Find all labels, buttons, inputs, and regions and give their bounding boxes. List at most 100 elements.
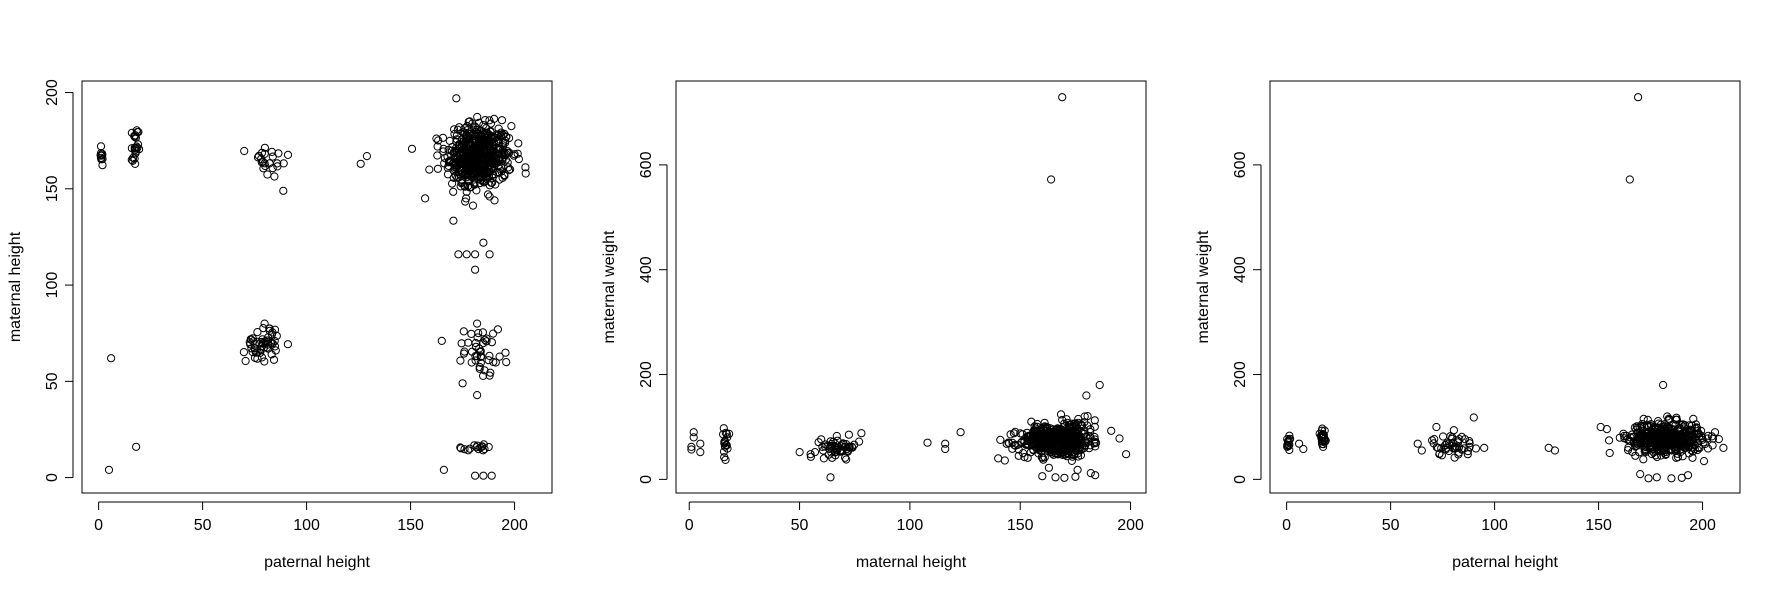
data-point	[459, 327, 468, 336]
data-point	[487, 338, 496, 347]
data-point	[1672, 415, 1682, 424]
data-point	[956, 428, 965, 437]
data-point	[1633, 423, 1642, 432]
data-point	[473, 391, 482, 400]
data-point	[720, 436, 730, 445]
data-point	[1318, 432, 1327, 441]
data-point	[258, 157, 267, 166]
data-point	[1654, 446, 1663, 455]
data-point	[473, 333, 482, 342]
data-point	[497, 116, 507, 125]
x-axis-label: paternal height	[264, 554, 370, 571]
data-point	[495, 352, 504, 361]
data-point	[471, 265, 480, 274]
data-point	[1693, 430, 1703, 439]
chart-panel-3: 0 50 100 150 200 paternal height 0 200 400 600 mat…	[1195, 80, 1741, 571]
data-point	[1666, 444, 1676, 454]
data-point	[844, 430, 854, 439]
data-point	[462, 250, 471, 259]
data-point	[449, 149, 458, 158]
data-point	[1642, 428, 1651, 437]
data-point	[1064, 420, 1073, 429]
data-point	[1471, 444, 1481, 453]
data-point	[135, 145, 144, 154]
data-point	[1678, 438, 1687, 447]
points-layer	[1283, 93, 1728, 483]
data-point	[1011, 441, 1020, 450]
data-point	[268, 328, 277, 337]
data-point	[1632, 422, 1641, 431]
data-point	[1719, 443, 1728, 452]
data-point	[1699, 457, 1709, 466]
data-point	[463, 121, 472, 131]
data-point	[459, 349, 469, 358]
data-point	[1063, 438, 1072, 448]
data-point	[1699, 438, 1708, 447]
data-point	[1054, 440, 1064, 450]
data-point	[1049, 450, 1058, 459]
data-point	[98, 161, 107, 170]
data-point	[131, 144, 140, 153]
data-point	[475, 344, 484, 353]
data-point	[1115, 434, 1124, 443]
data-point	[96, 142, 106, 151]
data-point	[1469, 413, 1478, 422]
data-point	[456, 154, 465, 163]
y-axis-label: maternal weight	[601, 230, 618, 344]
data-point	[283, 340, 292, 349]
data-point	[1006, 430, 1015, 439]
data-point	[1026, 448, 1035, 457]
y-tick-label: 50	[44, 372, 61, 390]
data-point	[1080, 426, 1089, 435]
y-tick-label: 100	[44, 272, 61, 299]
data-point	[1051, 473, 1060, 482]
data-point	[1040, 453, 1049, 462]
data-point	[472, 172, 481, 181]
y-tick-label: 400	[638, 256, 655, 283]
data-point	[1622, 431, 1631, 440]
y-tick-label: 600	[638, 151, 655, 178]
data-point	[1067, 456, 1077, 465]
data-point	[471, 471, 480, 480]
data-point	[1672, 445, 1681, 454]
data-point	[1640, 442, 1649, 451]
data-point	[131, 159, 140, 168]
data-point	[478, 328, 487, 337]
data-point	[434, 136, 443, 145]
data-point	[253, 328, 262, 337]
data-point	[1437, 444, 1446, 453]
data-point	[433, 151, 442, 160]
data-point	[1659, 380, 1668, 390]
data-point	[456, 444, 466, 453]
x-tick-label: 0	[685, 517, 694, 534]
data-point	[274, 149, 283, 158]
data-point	[486, 119, 495, 128]
data-point	[1095, 380, 1104, 390]
data-point	[1283, 435, 1292, 444]
data-point	[1442, 439, 1452, 448]
x-tick-label: 50	[1382, 517, 1400, 534]
data-point	[471, 250, 480, 259]
data-point	[259, 164, 268, 173]
data-point	[462, 187, 471, 196]
data-point	[1022, 440, 1031, 449]
data-point	[485, 250, 494, 259]
data-point	[1413, 439, 1422, 448]
data-point	[456, 182, 465, 191]
data-point	[433, 142, 442, 151]
data-point	[487, 149, 496, 158]
data-point	[687, 442, 696, 451]
data-point	[1676, 447, 1685, 457]
data-point	[456, 443, 465, 452]
data-point	[471, 356, 480, 365]
data-point	[260, 143, 269, 152]
data-point	[1624, 436, 1634, 445]
data-point	[1074, 418, 1083, 427]
data-point	[1638, 422, 1647, 432]
data-point	[485, 351, 494, 360]
x-tick-label: 0	[94, 517, 103, 534]
data-point	[267, 147, 276, 156]
data-point	[1688, 453, 1697, 462]
data-point	[104, 465, 114, 474]
